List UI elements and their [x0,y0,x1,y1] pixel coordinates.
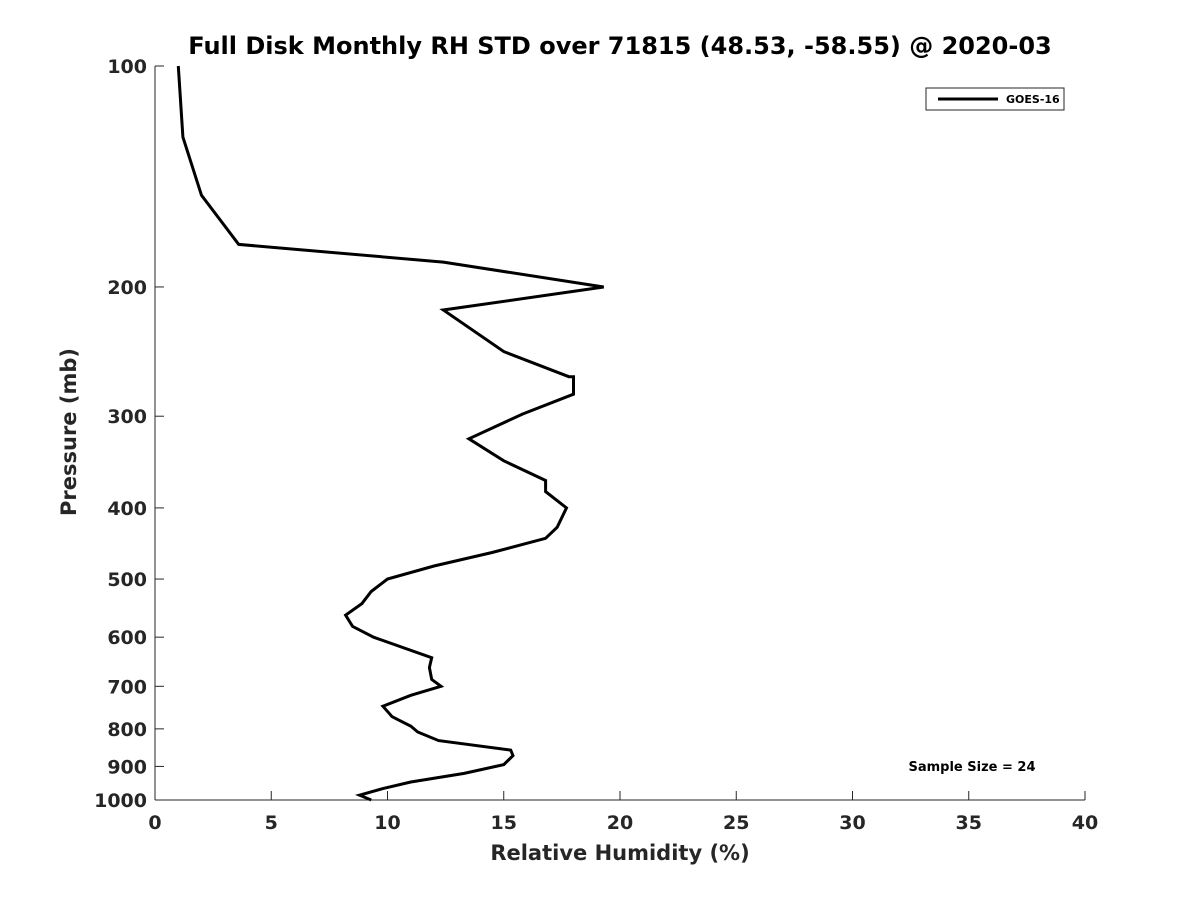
x-tick-label: 10 [374,812,400,834]
series-layer [176,65,604,802]
y-tick-label: 700 [107,676,147,698]
sample-size-annotation: Sample Size = 24 [908,760,1035,775]
x-axis-label: Relative Humidity (%) [490,841,749,865]
y-tick-label: 100 [107,56,147,78]
x-tick-label: 35 [956,812,982,834]
legend-label-goes-16: GOES-16 [1006,93,1060,106]
x-ticks: 0 5 10 15 20 25 30 35 40 [148,791,1098,834]
y-ticks: 100 200 300 400 500 600 700 800 900 1000 [94,56,164,812]
axes [154,66,1085,801]
y-axis-label: Pressure (mb) [57,348,81,516]
y-tick-label: 200 [107,277,147,299]
series-line-goes-16 [176,65,604,802]
y-tick-label: 500 [107,569,147,591]
chart-title: Full Disk Monthly RH STD over 71815 (48.… [188,32,1051,60]
legend: GOES-16 [925,87,1065,111]
x-tick-label: 0 [148,812,161,834]
x-tick-label: 20 [607,812,633,834]
x-tick-label: 40 [1072,812,1098,834]
x-tick-label: 25 [723,812,749,834]
y-tick-label: 600 [107,627,147,649]
y-tick-label: 800 [107,719,147,741]
x-tick-label: 5 [265,812,278,834]
y-tick-label: 1000 [94,790,147,812]
x-tick-label: 30 [839,812,865,834]
y-tick-label: 900 [107,756,147,778]
y-tick-label: 400 [107,498,147,520]
y-tick-label: 300 [107,406,147,428]
x-tick-label: 15 [491,812,517,834]
